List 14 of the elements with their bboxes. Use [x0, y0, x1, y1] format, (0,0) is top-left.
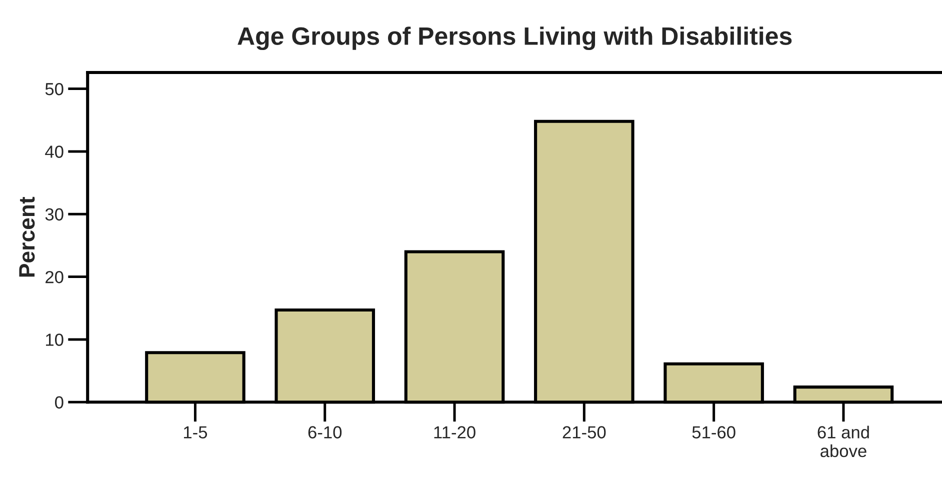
x-tick-label: 6-10 [308, 426, 342, 438]
y-tick-label: 50 [45, 82, 64, 96]
y-tick-label: 0 [55, 396, 64, 409]
y-tick-label: 30 [45, 208, 64, 221]
x-tick-label: 61 and above [818, 426, 869, 458]
y-tick-label: 10 [46, 334, 64, 346]
x-tick-label: 51-60 [692, 426, 736, 438]
x-tick-label: 11-20 [434, 426, 476, 438]
y-axis-title: Percent [19, 196, 35, 277]
x-tick-label: 1-5 [184, 426, 208, 438]
chart-title: Age Groups of Persons Living with Disabilities [238, 26, 792, 50]
y-tick-label: 40 [45, 146, 64, 158]
y-tick-label: 20 [46, 270, 64, 284]
x-tick-label: 21-50 [562, 426, 606, 438]
